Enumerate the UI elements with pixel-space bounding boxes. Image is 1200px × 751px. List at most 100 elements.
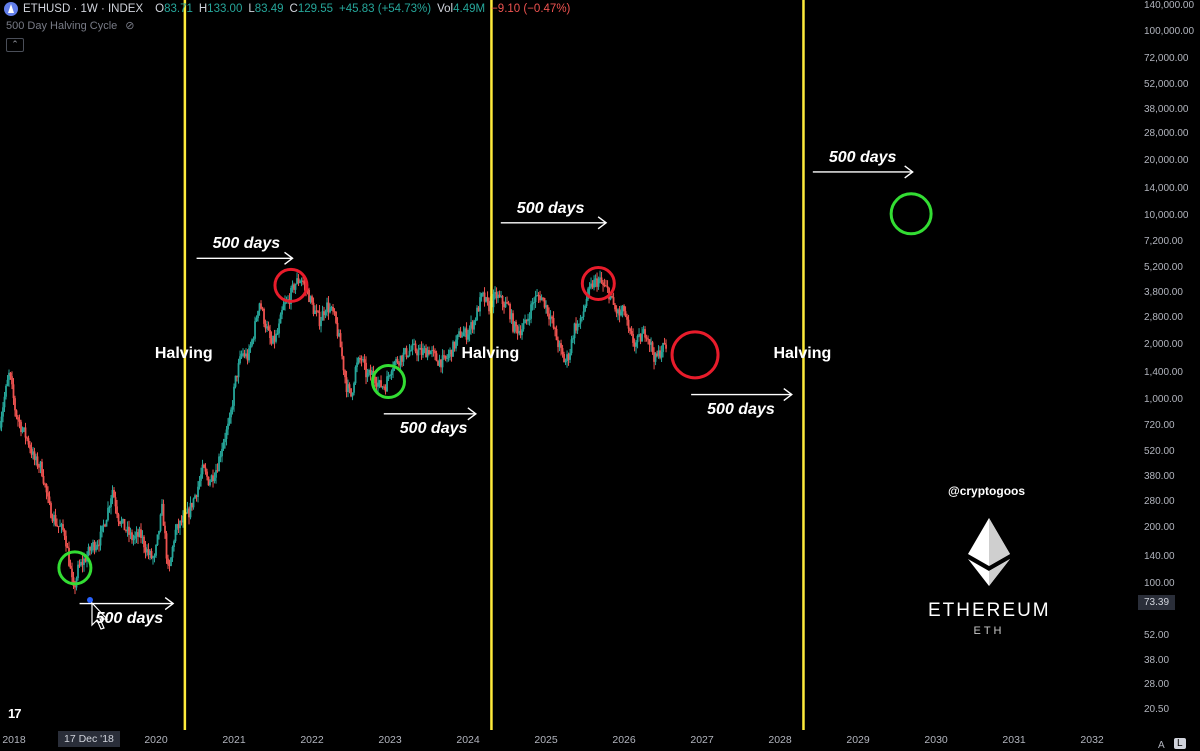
candle-body (21, 429, 24, 433)
candle-body (5, 385, 7, 397)
candle-body (317, 310, 319, 312)
candle-body (207, 476, 210, 486)
candle-body (662, 342, 664, 352)
candle-body (575, 323, 577, 331)
candle-body (170, 557, 172, 566)
candle-body (233, 386, 235, 406)
candle-body (212, 475, 214, 482)
candle-body (177, 524, 180, 529)
candle-body (146, 549, 148, 553)
candle-body (230, 409, 232, 418)
candle-body (651, 342, 654, 353)
candle-body (488, 301, 490, 312)
candle-body (54, 514, 57, 525)
candle-body (327, 302, 330, 313)
candle-body (557, 340, 559, 348)
candle-body (111, 489, 114, 499)
candle-body (59, 525, 61, 527)
candle-body (626, 316, 628, 320)
candle-body (347, 384, 349, 393)
candle-body (96, 544, 99, 547)
crosshair-price-label: 73.39 (1138, 595, 1176, 610)
candle-body (467, 334, 469, 340)
candle-body (546, 305, 549, 314)
time-tick-label: 2023 (378, 734, 402, 746)
candle-body (194, 495, 196, 499)
candle-body (542, 297, 544, 299)
candle-body (6, 379, 9, 386)
price-tick-label: 1,000.00 (1144, 393, 1183, 405)
candle-body (563, 354, 565, 363)
candle-body (90, 546, 93, 551)
candle-body (597, 278, 600, 287)
candle-body (609, 296, 612, 300)
candle-body (71, 568, 73, 578)
ethereum-ticker: ETH (973, 625, 1005, 637)
candle-body (435, 353, 438, 362)
candle-body (195, 495, 198, 497)
candle-body (584, 305, 586, 312)
symbol-name[interactable]: ETHUSD · 1W · INDEX (23, 3, 144, 15)
candle-body (590, 283, 592, 287)
candle-body (632, 333, 634, 343)
candle-body (158, 530, 160, 535)
candle-body (500, 296, 502, 298)
candle-body (155, 545, 157, 556)
candle-body (350, 388, 352, 397)
candle-body (227, 423, 229, 430)
candle-body (611, 296, 613, 298)
candle-body (420, 347, 423, 355)
collapse-legend-button[interactable]: ⌃ (6, 38, 24, 52)
candle-body (407, 355, 409, 357)
candle-body (465, 328, 468, 340)
price-tick-label: 72,000.00 (1144, 52, 1189, 64)
candle-body (507, 303, 510, 305)
candle-body (512, 313, 514, 332)
halving-lines (183, 0, 805, 730)
hidden-eye-icon[interactable]: ⊘ (125, 20, 135, 32)
candle-body (377, 382, 379, 387)
candle-body (215, 470, 217, 478)
indicator-label[interactable]: 500 Day Halving Cycle (6, 19, 118, 32)
time-tick-label: 2018 (2, 734, 26, 746)
candle-body (104, 524, 106, 527)
candle-body (555, 329, 558, 341)
candle-body (252, 338, 255, 340)
candle-body (504, 302, 507, 308)
candle-body (474, 320, 477, 322)
candle-body (27, 438, 30, 445)
mouse-cursor-icon (87, 597, 109, 630)
candle-body (80, 561, 82, 566)
candle-body (149, 551, 151, 556)
candle-body (443, 355, 445, 357)
candle-body (144, 547, 147, 553)
candle-body (479, 297, 481, 312)
candle-body (414, 343, 417, 352)
candle-body (291, 284, 294, 288)
candle-body (549, 316, 552, 320)
candle-body (45, 484, 48, 493)
candle-body (72, 577, 75, 586)
candle-body (432, 350, 435, 352)
time-tick-label: 2020 (144, 734, 168, 746)
candle-body (105, 520, 108, 527)
candle-body (254, 321, 256, 339)
auto-scale-button[interactable]: A (1158, 740, 1165, 751)
candle-body (620, 311, 622, 316)
candle-body (369, 370, 372, 375)
volume-value: 4.49M (453, 3, 486, 15)
tradingview-logo-icon[interactable]: 17 (8, 706, 22, 721)
candle-body (3, 396, 6, 408)
log-scale-button[interactable]: L (1174, 738, 1186, 749)
candle-body (239, 356, 241, 364)
price-tick-label: 2,000.00 (1144, 338, 1183, 350)
candle-body (495, 292, 498, 299)
green-circle (889, 192, 933, 236)
candle-body (36, 456, 39, 467)
candle-body (644, 329, 646, 338)
candle-body (434, 351, 436, 354)
candle-body (315, 310, 318, 312)
candle-body (387, 375, 390, 377)
indicator-row[interactable]: 500 Day Halving Cycle ⊘ (6, 19, 135, 33)
